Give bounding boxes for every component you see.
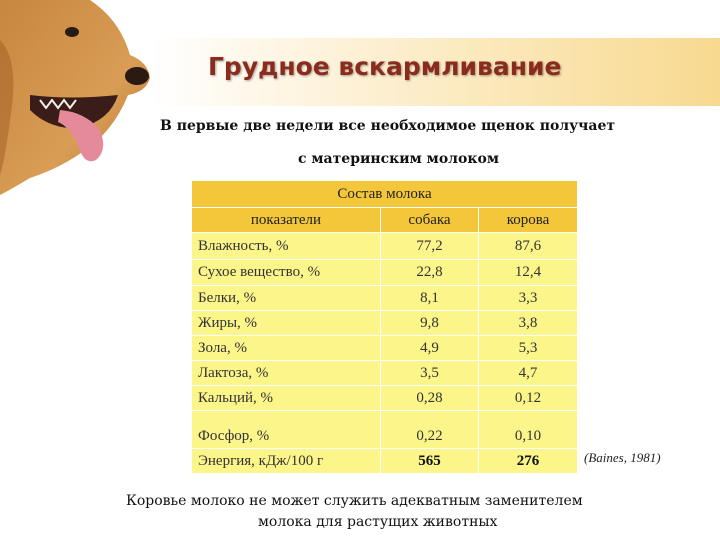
dog-value: 9,8	[380, 310, 479, 336]
row-label: Лактоза, %	[191, 360, 381, 386]
row-label: Зола, %	[191, 335, 381, 361]
table-header-row: показатели собака корова	[191, 207, 579, 233]
cow-value: 0,12	[477, 385, 579, 411]
source-citation: (Baines, 1981)	[584, 450, 661, 465]
dog-value: 3,5	[380, 360, 479, 386]
cow-value: 5,3	[477, 335, 579, 361]
dog-value: 22,8	[380, 259, 479, 286]
cow-value: 3,8	[477, 310, 579, 336]
table-caption: Состав молока	[190, 180, 579, 208]
milk-composition-table: Состав молока показатели собака корова В…	[190, 180, 579, 474]
dog-value: 0,28	[380, 385, 479, 411]
cow-value: 276	[477, 448, 579, 474]
table-row: Жиры, % 9,8 3,8	[191, 310, 579, 336]
table-row: Зола, % 4,9 5,3	[191, 335, 579, 361]
page-title: Грудное вскармливание	[208, 52, 562, 81]
table-row: Влажность, % 77,2 87,6	[191, 232, 579, 260]
subtitle-line-1: В первые две недели все необходимое щено…	[160, 118, 616, 134]
cow-value: 3,3	[477, 285, 579, 311]
row-label: Энергия, кДж/100 г	[191, 448, 381, 474]
row-label: Жиры, %	[191, 310, 381, 336]
dog-value: 4,9	[380, 335, 479, 361]
table-row: Энергия, кДж/100 г 565 276	[191, 448, 579, 474]
row-label: Фосфор, %	[191, 410, 381, 449]
subtitle-line-2: с материнским молоком	[298, 151, 500, 167]
table-row: Кальций, % 0,28 0,12	[191, 385, 579, 411]
table-row: Лактоза, % 3,5 4,7	[191, 360, 579, 386]
row-label: Кальций, %	[191, 385, 381, 411]
row-label: Сухое вещество, %	[191, 259, 381, 286]
footer-line-2: молока для растущих животных	[258, 514, 498, 530]
dog-photo-icon	[0, 0, 150, 195]
header-indicators: показатели	[191, 207, 381, 233]
footer-line-1: Коровье молоко не может служить адекватн…	[126, 493, 583, 509]
row-label: Влажность, %	[191, 232, 381, 260]
dog-value: 565	[380, 448, 479, 474]
cow-value: 4,7	[477, 360, 579, 386]
cow-value: 87,6	[477, 232, 579, 260]
table-row: Фосфор, % 0,22 0,10	[191, 410, 579, 449]
table-row: Белки, % 8,1 3,3	[191, 285, 579, 311]
table-row: Сухое вещество, % 22,8 12,4	[191, 259, 579, 286]
dog-value: 8,1	[380, 285, 479, 311]
cow-value: 12,4	[477, 259, 579, 286]
dog-value: 77,2	[380, 232, 479, 260]
header-cow: корова	[477, 207, 579, 233]
dog-value: 0,22	[380, 410, 479, 449]
cow-value: 0,10	[477, 410, 579, 449]
title-band	[150, 38, 720, 106]
row-label: Белки, %	[191, 285, 381, 311]
header-dog: собака	[380, 207, 479, 233]
